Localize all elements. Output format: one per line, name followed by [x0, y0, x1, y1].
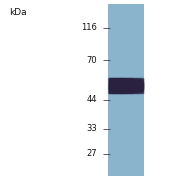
- Bar: [116, 78, 118, 93]
- Bar: [129, 78, 130, 93]
- Bar: [143, 78, 144, 93]
- Bar: [113, 78, 115, 93]
- Bar: [109, 81, 143, 82]
- Bar: [109, 84, 143, 85]
- Text: kDa: kDa: [9, 8, 27, 17]
- Bar: [126, 78, 127, 93]
- Bar: [109, 82, 143, 83]
- Bar: [109, 88, 143, 89]
- Bar: [121, 78, 122, 93]
- Bar: [133, 78, 134, 93]
- Bar: [135, 78, 136, 93]
- Bar: [136, 78, 137, 93]
- Bar: [129, 78, 130, 93]
- Bar: [109, 80, 143, 81]
- Bar: [109, 86, 143, 87]
- Bar: [134, 78, 136, 93]
- Text: 70: 70: [87, 56, 97, 65]
- Bar: [119, 78, 121, 93]
- Bar: [132, 78, 133, 93]
- Bar: [128, 78, 129, 93]
- Bar: [111, 78, 112, 93]
- Bar: [122, 78, 123, 93]
- Bar: [109, 78, 110, 93]
- Bar: [109, 92, 143, 93]
- Bar: [109, 79, 143, 80]
- Bar: [109, 87, 143, 88]
- Bar: [137, 78, 139, 93]
- Bar: [118, 78, 119, 93]
- Bar: [137, 78, 138, 93]
- Text: 44: 44: [87, 95, 97, 104]
- Bar: [111, 78, 112, 93]
- Bar: [141, 78, 143, 93]
- Bar: [109, 85, 143, 86]
- Bar: [108, 78, 109, 93]
- Text: 116: 116: [81, 23, 97, 32]
- Bar: [109, 89, 143, 90]
- Bar: [115, 78, 116, 93]
- Bar: [109, 89, 143, 90]
- Bar: [131, 78, 133, 93]
- Text: 33: 33: [86, 124, 97, 133]
- Bar: [109, 83, 143, 84]
- Bar: [109, 88, 143, 89]
- Bar: [127, 78, 129, 93]
- Bar: [122, 78, 123, 93]
- Bar: [127, 78, 128, 93]
- Bar: [109, 78, 143, 79]
- Bar: [125, 78, 126, 93]
- Bar: [138, 78, 140, 93]
- Bar: [113, 78, 114, 93]
- Bar: [130, 78, 132, 93]
- Bar: [138, 78, 139, 93]
- FancyBboxPatch shape: [108, 4, 144, 176]
- Bar: [109, 85, 143, 86]
- Bar: [140, 78, 141, 93]
- Bar: [112, 78, 113, 93]
- Bar: [109, 78, 111, 93]
- Bar: [139, 78, 140, 93]
- Bar: [109, 82, 143, 83]
- Bar: [109, 78, 143, 79]
- Bar: [142, 78, 143, 93]
- Bar: [112, 78, 114, 93]
- Bar: [117, 78, 118, 93]
- Bar: [123, 78, 124, 93]
- Bar: [109, 91, 143, 92]
- Bar: [109, 86, 143, 87]
- Bar: [134, 78, 135, 93]
- Bar: [125, 78, 126, 93]
- Bar: [109, 87, 143, 88]
- Bar: [109, 92, 143, 93]
- Bar: [118, 78, 119, 93]
- Bar: [109, 84, 143, 85]
- Bar: [109, 90, 143, 91]
- Bar: [124, 78, 125, 93]
- Bar: [109, 81, 143, 82]
- Bar: [109, 91, 143, 92]
- Bar: [109, 90, 143, 91]
- Bar: [116, 78, 117, 93]
- Bar: [109, 79, 143, 80]
- Bar: [120, 78, 121, 93]
- Bar: [114, 78, 115, 93]
- Bar: [123, 78, 125, 93]
- Bar: [119, 78, 120, 93]
- Text: 27: 27: [87, 149, 97, 158]
- Bar: [130, 78, 131, 93]
- Bar: [109, 83, 143, 84]
- Bar: [126, 78, 127, 93]
- Bar: [136, 78, 137, 93]
- Bar: [141, 78, 142, 93]
- Bar: [115, 78, 116, 93]
- Bar: [140, 78, 141, 93]
- Bar: [109, 80, 143, 81]
- Bar: [133, 78, 134, 93]
- Bar: [110, 78, 111, 93]
- Bar: [131, 78, 132, 93]
- Bar: [120, 78, 122, 93]
